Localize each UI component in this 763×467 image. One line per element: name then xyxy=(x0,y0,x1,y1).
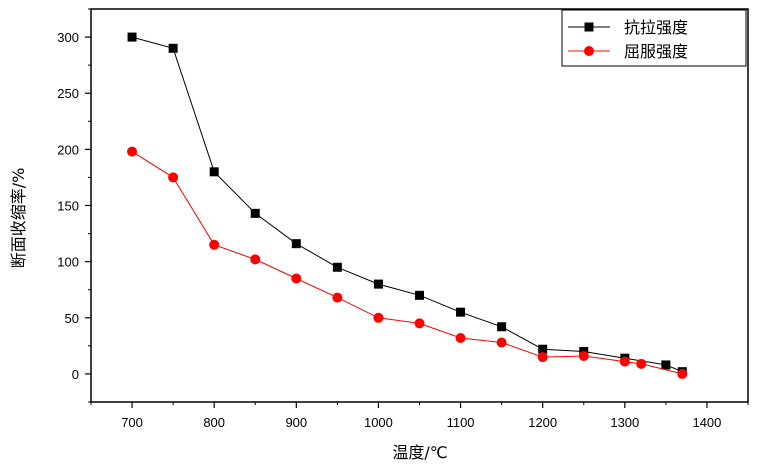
data-point xyxy=(250,208,260,218)
legend-label: 抗拉强度 xyxy=(624,18,688,37)
y-tick-label: 250 xyxy=(57,86,79,101)
y-axis-label: 断面收缩率/% xyxy=(9,168,28,269)
y-tick-label: 300 xyxy=(57,30,79,45)
y-tick-label: 100 xyxy=(57,255,79,270)
y-tick-label: 200 xyxy=(57,142,79,157)
data-point xyxy=(497,322,507,332)
legend-box xyxy=(561,9,747,67)
legend-marker xyxy=(584,22,594,32)
series-layer xyxy=(127,32,688,379)
data-point xyxy=(332,262,342,272)
data-point xyxy=(373,312,384,323)
x-tick-label: 1100 xyxy=(447,415,475,430)
x-tick-label: 800 xyxy=(203,415,225,430)
data-point xyxy=(414,318,425,329)
series-line xyxy=(131,151,683,375)
data-point xyxy=(578,350,589,361)
legend-label: 屈服强度 xyxy=(624,42,688,61)
y-tick-label: 150 xyxy=(57,199,79,214)
data-point xyxy=(636,358,647,369)
series-2 xyxy=(127,146,688,379)
plot-frame xyxy=(90,8,749,403)
x-tick-label: 1300 xyxy=(610,415,639,430)
data-point xyxy=(538,344,548,354)
x-axis-label: 温度/℃ xyxy=(392,443,447,462)
data-point xyxy=(209,239,220,250)
data-point xyxy=(415,290,424,300)
y-tick-label: 50 xyxy=(65,311,79,326)
data-point xyxy=(250,254,261,265)
legend-item-2: 屈服强度 xyxy=(568,42,688,61)
data-point xyxy=(373,279,383,289)
data-point xyxy=(209,167,219,177)
data-point xyxy=(168,172,179,183)
axes: 700 800 900 1000 1100 1200 1300 1400 0 50 100 150 20… xyxy=(57,8,749,430)
data-point xyxy=(619,356,630,367)
data-point xyxy=(127,32,137,42)
legend-marker xyxy=(584,46,594,56)
x-tick-label: 1400 xyxy=(692,415,721,430)
data-point xyxy=(661,360,671,370)
x-tick-label: 900 xyxy=(285,415,307,430)
data-point xyxy=(677,368,688,379)
data-point xyxy=(291,239,301,249)
x-tick-label: 1000 xyxy=(364,415,393,430)
data-point xyxy=(291,273,302,284)
data-point xyxy=(537,352,548,363)
data-point xyxy=(127,146,138,157)
data-point xyxy=(332,292,343,303)
data-point xyxy=(496,337,507,348)
x-tick-label: 700 xyxy=(121,415,143,430)
y-tick-label: 0 xyxy=(72,367,79,382)
legend-item-1: 抗拉强度 xyxy=(568,18,688,37)
series-1 xyxy=(127,32,687,377)
x-tick-label: 1200 xyxy=(528,415,557,430)
data-point xyxy=(168,43,178,53)
data-point xyxy=(456,307,466,317)
data-point xyxy=(455,332,466,343)
